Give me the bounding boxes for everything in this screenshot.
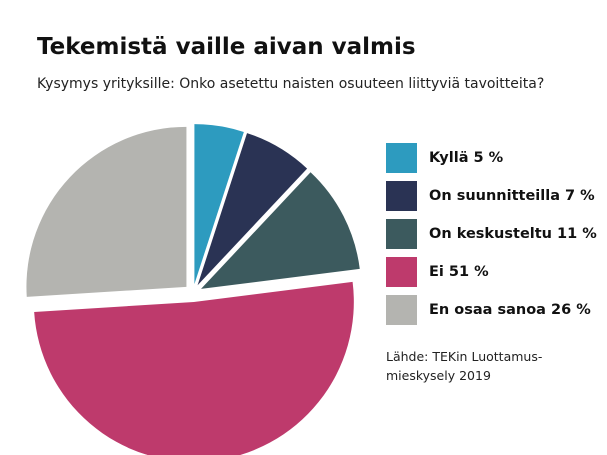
pie-slice-en-osaa-sanoa <box>26 126 187 297</box>
legend-item-kylla: Kyllä 5 % <box>386 143 597 173</box>
legend-label-on-suunnitteilla: On suunnitteilla 7 % <box>429 188 595 204</box>
source-note: Lähde: TEKin Luottamus- mieskysely 2019 <box>386 347 542 385</box>
legend-swatch-en-osaa-sanoa <box>386 295 417 325</box>
chart-subtitle: Kysymys yrityksille: Onko asetettu naist… <box>37 76 545 92</box>
pie-slice-on-keskusteltu <box>201 172 360 289</box>
legend-swatch-on-suunnitteilla <box>386 181 417 211</box>
legend-item-ei: Ei 51 % <box>386 257 597 287</box>
legend-item-on-keskusteltu: On keskusteltu 11 % <box>386 219 597 249</box>
pie-slice-on-suunnitteilla <box>197 133 308 286</box>
chart-title: Tekemistä vaille aivan valmis <box>37 34 416 60</box>
legend-label-en-osaa-sanoa: En osaa sanoa 26 % <box>429 302 591 318</box>
legend-swatch-kylla <box>386 143 417 173</box>
legend-label-on-keskusteltu: On keskusteltu 11 % <box>429 226 597 242</box>
legend-item-on-suunnitteilla: On suunnitteilla 7 % <box>386 181 597 211</box>
legend: Kyllä 5 % On suunnitteilla 7 % On keskus… <box>386 143 597 333</box>
legend-label-kylla: Kyllä 5 % <box>429 150 504 166</box>
pie-slice-kyllä <box>194 124 244 285</box>
legend-swatch-on-keskusteltu <box>386 219 417 249</box>
source-line-2: mieskysely 2019 <box>386 368 491 383</box>
pie-slice-ei <box>34 281 354 455</box>
legend-swatch-ei <box>386 257 417 287</box>
legend-item-en-osaa-sanoa: En osaa sanoa 26 % <box>386 295 597 325</box>
legend-label-ei: Ei 51 % <box>429 264 489 280</box>
source-line-1: Lähde: TEKin Luottamus- <box>386 349 543 364</box>
